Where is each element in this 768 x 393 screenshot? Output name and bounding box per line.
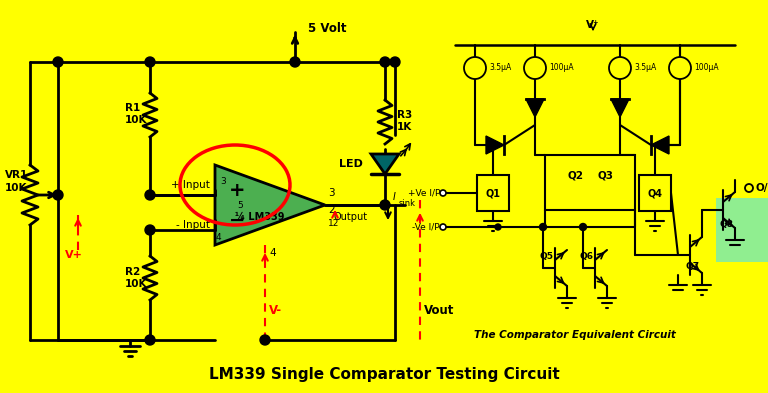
Polygon shape <box>371 154 399 174</box>
Text: 100μA: 100μA <box>549 64 574 72</box>
Circle shape <box>464 57 486 79</box>
Text: 4: 4 <box>269 248 276 258</box>
Text: Output: Output <box>333 212 367 222</box>
Text: O/P: O/P <box>755 183 768 193</box>
FancyBboxPatch shape <box>639 175 671 211</box>
Polygon shape <box>611 99 629 117</box>
Circle shape <box>539 224 547 231</box>
Text: -Ve I/P: -Ve I/P <box>412 222 440 231</box>
Text: 3.5μA: 3.5μA <box>634 64 656 72</box>
Text: R1: R1 <box>125 103 141 113</box>
Text: Q3: Q3 <box>597 170 613 180</box>
Circle shape <box>53 57 63 67</box>
Text: 2: 2 <box>328 205 335 215</box>
Text: Vout: Vout <box>424 303 455 316</box>
Circle shape <box>495 224 501 230</box>
Text: VR1: VR1 <box>5 170 28 180</box>
Text: Q6: Q6 <box>579 252 593 261</box>
Circle shape <box>260 335 270 345</box>
Text: +Ve I/P: +Ve I/P <box>408 189 440 198</box>
Text: - Input: - Input <box>176 220 210 230</box>
Text: LM339 Single Comparator Testing Circuit: LM339 Single Comparator Testing Circuit <box>209 367 559 382</box>
Text: 3: 3 <box>220 178 226 187</box>
Text: Q2: Q2 <box>567 170 583 180</box>
Polygon shape <box>526 99 544 117</box>
Text: 5 Volt: 5 Volt <box>308 22 346 35</box>
Text: 1K: 1K <box>397 122 412 132</box>
Text: 3.5μA: 3.5μA <box>489 64 511 72</box>
Text: Q8: Q8 <box>720 220 734 228</box>
Text: 5: 5 <box>237 200 243 209</box>
Text: sink: sink <box>399 198 416 208</box>
FancyBboxPatch shape <box>545 155 635 210</box>
Polygon shape <box>215 165 325 245</box>
Text: LED: LED <box>339 159 363 169</box>
Circle shape <box>580 224 587 231</box>
Circle shape <box>145 190 155 200</box>
Circle shape <box>290 57 300 67</box>
Text: V-: V- <box>269 303 282 316</box>
Circle shape <box>145 57 155 67</box>
Text: Q5: Q5 <box>539 252 553 261</box>
Text: Q7: Q7 <box>686 263 700 272</box>
Circle shape <box>390 57 400 67</box>
Text: Q4: Q4 <box>647 188 663 198</box>
Text: Q1: Q1 <box>485 188 501 198</box>
Text: R3: R3 <box>397 110 412 120</box>
Circle shape <box>440 224 446 230</box>
Text: 10K: 10K <box>125 115 147 125</box>
Circle shape <box>145 225 155 235</box>
Circle shape <box>53 190 63 200</box>
Text: 10K: 10K <box>125 279 147 289</box>
Circle shape <box>609 57 631 79</box>
Text: ¼ LM339: ¼ LM339 <box>235 212 285 222</box>
Text: 4: 4 <box>215 233 221 242</box>
Circle shape <box>669 57 691 79</box>
Polygon shape <box>486 136 504 154</box>
Polygon shape <box>651 136 669 154</box>
Text: 10K: 10K <box>5 183 28 193</box>
Text: V⁺: V⁺ <box>586 20 600 30</box>
Text: −: − <box>229 211 245 230</box>
FancyBboxPatch shape <box>716 198 768 262</box>
Text: R2: R2 <box>125 267 141 277</box>
Circle shape <box>440 190 446 196</box>
Circle shape <box>380 200 390 210</box>
Text: I: I <box>393 192 396 202</box>
Text: +: + <box>229 180 245 200</box>
Text: 3: 3 <box>328 188 335 198</box>
FancyBboxPatch shape <box>477 175 509 211</box>
Circle shape <box>745 184 753 192</box>
Circle shape <box>145 335 155 345</box>
Text: + Input: + Input <box>171 180 210 190</box>
Circle shape <box>380 57 390 67</box>
Circle shape <box>524 57 546 79</box>
Text: 100μA: 100μA <box>694 64 719 72</box>
Text: The Comparator Equivalent Circuit: The Comparator Equivalent Circuit <box>474 330 676 340</box>
Text: V+: V+ <box>65 250 83 260</box>
Text: 12: 12 <box>328 219 339 228</box>
